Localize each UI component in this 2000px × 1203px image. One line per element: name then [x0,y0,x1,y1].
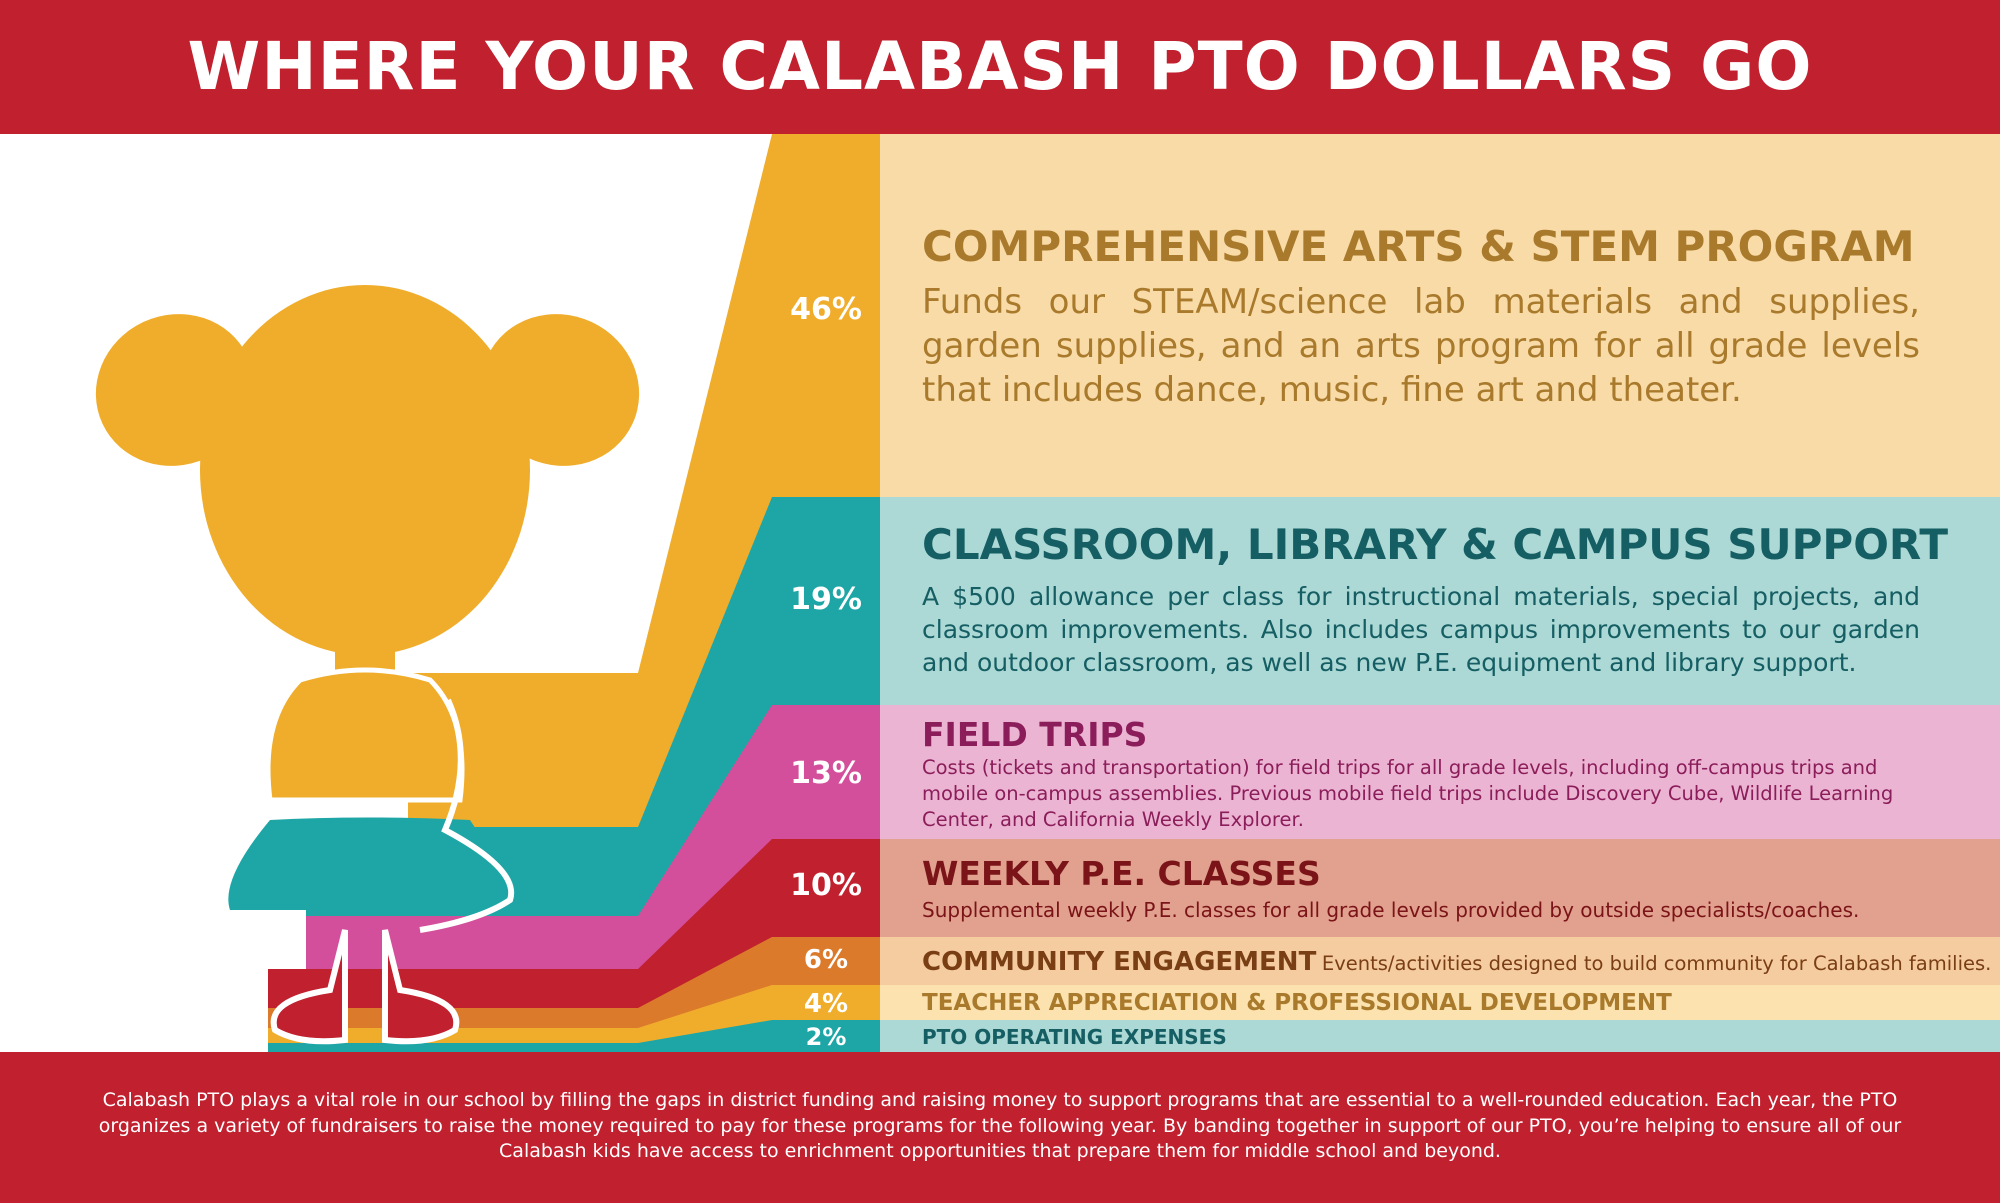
description: Funds our STEAM/science lab materials an… [922,282,1920,410]
percent: 10% [790,868,862,903]
description: Events/activities designed to build comm… [1321,952,1992,975]
heading: COMMUNITY ENGAGEMENT [922,947,1317,977]
panel [880,937,2000,985]
percent: 4% [803,989,849,1019]
band [268,1020,880,1052]
heading: FIELD TRIPS [922,715,1148,754]
header-bar [0,0,2000,134]
footer-text: Calabash PTO plays a vital role in our s… [98,1089,1902,1162]
percent: 19% [790,582,862,617]
heading: PTO OPERATING EXPENSES [922,1025,1227,1049]
heading: CLASSROOM, LIBRARY & CAMPUS SUPPORT [922,520,1949,569]
footer-bar [0,1052,2000,1203]
description: A $500 allowance per class for instructi… [922,582,1920,677]
percent: 2% [805,1023,847,1051]
panel [880,497,2000,705]
girl-silhouette [95,285,640,1045]
percent: 46% [790,292,862,327]
panel [880,134,2000,497]
panel [880,985,2000,1020]
heading: TEACHER APPRECIATION & PROFESSIONAL DEVE… [922,990,1672,1016]
heading: COMPREHENSIVE ARTS & STEM PROGRAM [922,222,1915,271]
heading: WEEKLY P.E. CLASSES [922,854,1321,893]
row: COMMUNITY ENGAGEMENT Events/activities d… [922,947,1991,977]
percent: 13% [790,756,862,791]
description: Costs (tickets and transportation) for f… [922,756,1894,831]
title: WHERE YOUR CALABASH PTO DOLLARS GO [187,28,1813,105]
panel [880,1020,2000,1052]
panel [880,705,2000,839]
percent: 6% [803,945,849,975]
panel [880,839,2000,937]
description: Supplemental weekly P.E. classes for all… [922,898,1860,922]
